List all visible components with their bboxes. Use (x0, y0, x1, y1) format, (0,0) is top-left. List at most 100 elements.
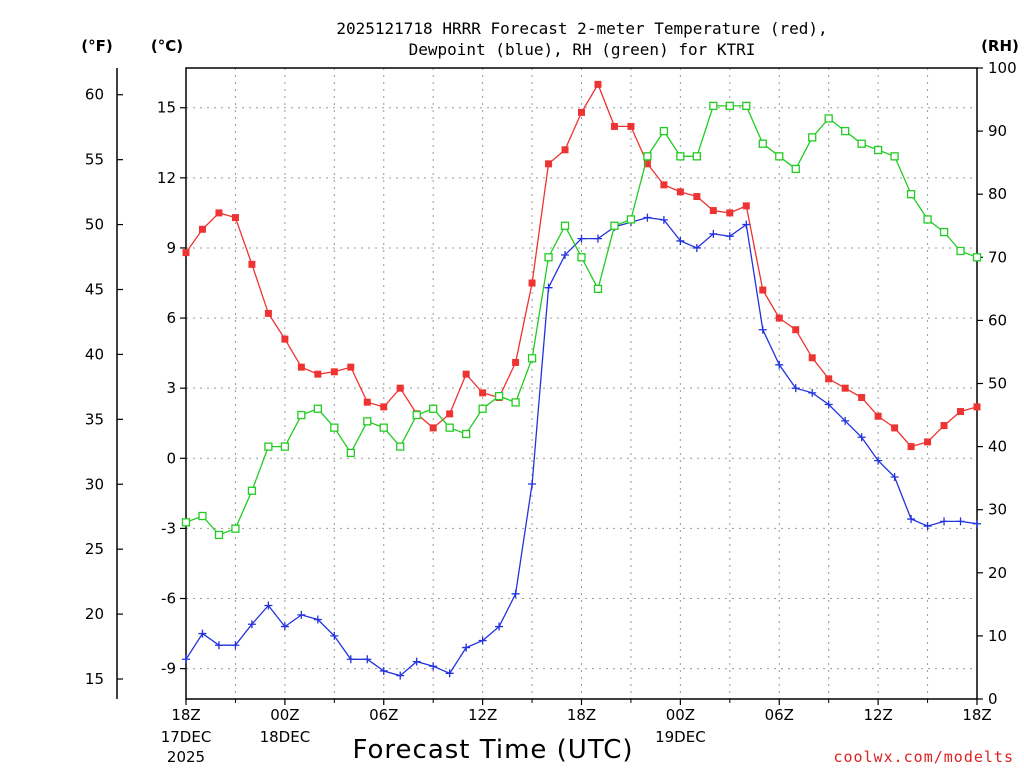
data-point (972, 253, 982, 262)
chart-title-line-2: Dewpoint (blue), RH (green) for KTRI (409, 40, 756, 59)
data-point (725, 101, 734, 111)
rh-tick-label: 60 (988, 311, 1007, 329)
data-point (775, 152, 784, 161)
data-point (956, 517, 965, 526)
data-point (792, 326, 800, 334)
data-point (264, 309, 272, 317)
data-point (692, 243, 701, 252)
data-point (247, 486, 257, 495)
x-axis-title: Forecast Time (UTC) (352, 735, 633, 765)
series-dewpoint (182, 213, 981, 680)
data-point (446, 410, 454, 418)
data-point (544, 253, 553, 262)
celsius-tick-label: 15 (157, 99, 176, 117)
fahrenheit-tick-label: 50 (85, 216, 104, 234)
data-point (429, 424, 437, 432)
data-point (198, 225, 206, 233)
data-point (198, 629, 207, 638)
data-point (858, 394, 866, 402)
data-point (825, 375, 833, 383)
fahrenheit-tick-label: 15 (85, 670, 104, 688)
data-point (280, 622, 289, 631)
data-point (528, 279, 536, 287)
data-point (347, 363, 355, 371)
data-point (923, 215, 932, 224)
rh-tick-label: 0 (988, 690, 998, 708)
data-point (560, 221, 570, 230)
data-point (231, 524, 240, 533)
data-point (494, 391, 504, 401)
data-point (330, 423, 339, 432)
source-credit: coolwx.com/modelts (833, 748, 1014, 766)
fahrenheit-tick-label: 40 (85, 345, 104, 363)
data-point (512, 358, 520, 366)
data-point (461, 429, 471, 439)
fahrenheit-tick-label: 60 (85, 86, 104, 104)
fahrenheit-unit-label: (°F) (81, 37, 112, 55)
data-point (281, 335, 289, 343)
fahrenheit-tick-label: 35 (85, 410, 104, 428)
data-point (643, 152, 652, 161)
fahrenheit-tick-label: 30 (85, 475, 104, 493)
grid-lines (186, 68, 977, 699)
data-point (445, 669, 454, 678)
data-point (363, 398, 371, 406)
x-tick-label: 00Z (270, 706, 299, 724)
x-tick-label: 18Z (962, 706, 991, 724)
data-point (660, 181, 668, 189)
data-point (280, 442, 290, 451)
celsius-tick-label: 3 (166, 379, 176, 397)
celsius-tick-label: 6 (166, 309, 176, 327)
data-point (379, 423, 388, 432)
data-point (594, 80, 602, 88)
data-point (247, 620, 256, 629)
data-point (545, 160, 553, 168)
data-point (314, 370, 322, 378)
data-point (313, 615, 322, 624)
data-point (973, 403, 981, 411)
data-point (758, 325, 767, 334)
data-point (479, 389, 487, 397)
data-point (907, 515, 916, 524)
data-point (709, 207, 717, 215)
data-point (346, 448, 355, 458)
data-point (973, 519, 981, 528)
data-point (198, 511, 207, 521)
data-point (890, 472, 899, 481)
data-point (182, 249, 190, 257)
data-point (808, 354, 816, 362)
data-point (462, 643, 471, 652)
rh-tick-label: 20 (988, 564, 1007, 582)
data-point (791, 164, 800, 174)
data-point (890, 152, 899, 161)
rh-tick-label: 100 (988, 59, 1017, 77)
data-point (841, 416, 850, 425)
data-point (511, 398, 520, 407)
data-point (578, 108, 585, 116)
data-point (957, 408, 965, 416)
data-point (380, 403, 388, 411)
data-point (857, 433, 866, 442)
data-point (412, 657, 421, 666)
data-point (906, 190, 916, 199)
celsius-tick-label: 0 (166, 449, 176, 467)
data-point (577, 234, 586, 243)
data-point (577, 253, 586, 262)
data-point (891, 424, 899, 432)
rh-tick-label: 10 (988, 627, 1007, 645)
data-point (544, 283, 553, 292)
x-axis: 18Z 17DEC 2025 00Z 18DEC 06Z 12Z 18Z 00Z 19DEC 06Z… (161, 699, 992, 766)
data-point (181, 518, 191, 527)
data-point (659, 215, 668, 224)
data-point (643, 160, 651, 168)
data-point (248, 260, 256, 268)
fahrenheit-tick-label: 25 (85, 540, 104, 558)
data-point (692, 152, 702, 161)
x-tick-year-label: 2025 (167, 748, 205, 766)
x-tick-label: 18Z (567, 706, 596, 724)
data-point (659, 126, 669, 136)
data-point (396, 671, 405, 680)
data-point (775, 314, 783, 322)
data-point (709, 101, 718, 111)
data-point (676, 188, 684, 196)
